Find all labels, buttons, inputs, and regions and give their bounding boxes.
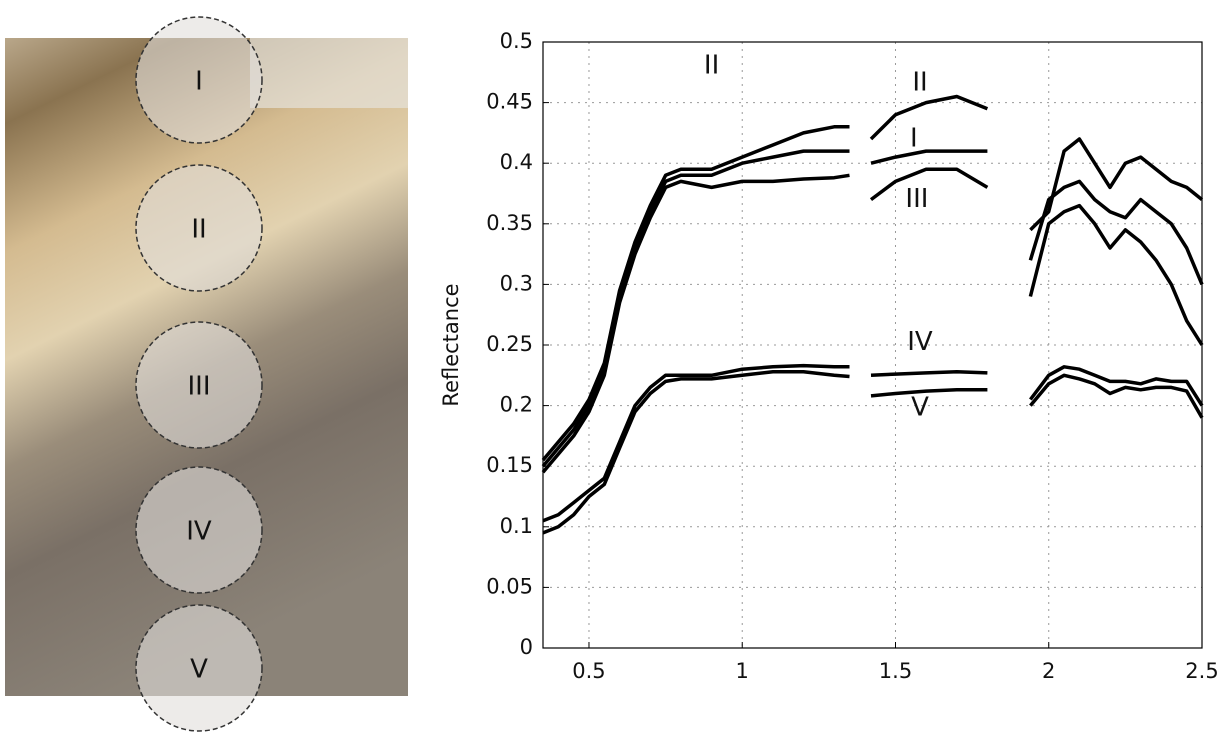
y-tick-label: 0.05 — [486, 574, 533, 598]
sample-circle — [135, 321, 263, 449]
x-tick-label: 0.5 — [572, 659, 605, 683]
series-label: III — [905, 184, 928, 214]
sample-label: V — [190, 655, 208, 685]
x-tick-label: 1.5 — [879, 659, 912, 683]
x-tick-label: 2.5 — [1185, 659, 1218, 683]
y-tick-label: 0.35 — [486, 211, 533, 235]
sample-circle — [135, 604, 263, 732]
series-label: I — [910, 123, 918, 153]
sample-label: III — [187, 372, 210, 402]
annotation: II — [704, 51, 719, 81]
y-tick-label: 0.2 — [500, 393, 533, 417]
series-line — [542, 369, 1204, 535]
y-tick-label: 0 — [520, 635, 533, 659]
y-axis-title: Reflectance — [439, 283, 463, 406]
y-tick-label: 0.15 — [486, 453, 533, 477]
y-tick-label: 0.1 — [500, 514, 533, 538]
series-line — [541, 94, 1204, 462]
sample-label: II — [191, 215, 206, 245]
series-label: IV — [907, 327, 933, 357]
sample-circle — [135, 164, 263, 292]
x-tick-label: 1 — [736, 659, 749, 683]
x-tick-label: 2 — [1042, 659, 1055, 683]
y-tick-label: 0.3 — [500, 271, 533, 295]
sample-circle — [135, 466, 263, 594]
y-tick-label: 0.4 — [500, 150, 533, 174]
sample-label: I — [195, 67, 203, 97]
photo-highlight — [250, 38, 408, 108]
sample-circle — [135, 16, 263, 144]
series-label: V — [911, 393, 929, 423]
series-label: II — [912, 68, 927, 98]
y-tick-label: 0.45 — [486, 90, 533, 114]
y-tick-label: 0.5 — [500, 29, 533, 53]
series-line — [542, 363, 1204, 523]
series-line — [541, 167, 1204, 474]
sample-label: IV — [186, 517, 212, 547]
y-tick-label: 0.25 — [486, 332, 533, 356]
series-line — [541, 149, 1204, 468]
